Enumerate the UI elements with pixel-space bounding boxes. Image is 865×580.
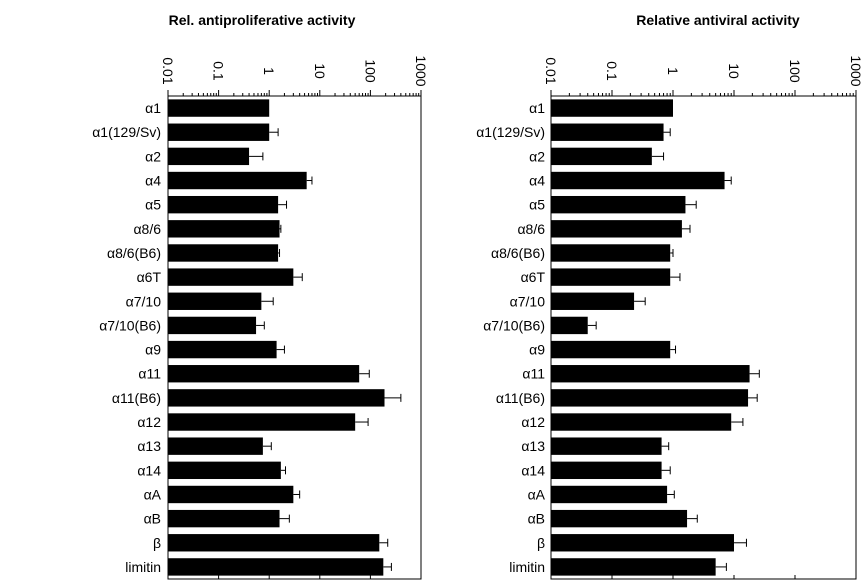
antiproliferative-category-label: αA	[144, 486, 162, 502]
antiviral-category-label: α6T	[521, 269, 546, 285]
antiviral-category-label: α1(129/Sv)	[476, 124, 545, 140]
antiproliferative-chart-title: Rel. antiproliferative activity	[169, 12, 356, 28]
antiviral-category-label: limitin	[509, 559, 545, 575]
antiviral-category-label: αA	[528, 486, 546, 502]
antiproliferative-category-label: α2	[145, 148, 161, 164]
antiproliferative-bar	[168, 437, 263, 455]
antiviral-category-label: α7/10(B6)	[483, 317, 545, 333]
antiviral-tick-label: 1	[665, 67, 681, 75]
antiviral-bar	[551, 389, 749, 407]
antiviral-category-label: α4	[529, 173, 545, 189]
antiviral-bar	[551, 147, 652, 166]
antiviral-category-label: α9	[529, 342, 545, 358]
antiviral-category-label: α7/10	[510, 293, 546, 309]
antiproliferative-category-label: α11	[138, 366, 161, 382]
antiproliferative-bar	[168, 268, 294, 286]
antiviral-bar	[551, 171, 725, 190]
antiproliferative-category-label: α8/6(B6)	[107, 245, 161, 261]
antiproliferative-bar	[168, 461, 281, 480]
antiviral-bar	[551, 268, 671, 286]
antiviral-category-label: α11	[522, 366, 545, 382]
antiproliferative-bar	[168, 340, 277, 359]
antiviral-bar	[551, 340, 671, 359]
antiviral-tick-label: 0.01	[543, 57, 559, 84]
antiviral-bar	[551, 123, 664, 141]
antiviral-bar	[551, 316, 588, 335]
antiviral-category-label: β	[537, 535, 545, 551]
antiviral-category-label: α1	[529, 100, 545, 116]
antiproliferative-tick-label: 0.01	[160, 57, 176, 84]
antiproliferative-bar	[168, 292, 262, 310]
antiviral-bar	[551, 244, 671, 262]
antiviral-category-label: α8/6	[517, 221, 545, 237]
antiproliferative-bar	[168, 365, 360, 383]
antiproliferative-tick-label: 1000	[413, 55, 429, 86]
antiproliferative-plot-frame	[167, 95, 422, 580]
antiviral-bar	[551, 195, 686, 214]
antiviral-bar	[551, 99, 673, 117]
antiviral-category-label: α2	[529, 148, 545, 164]
antiproliferative-bar	[168, 147, 250, 166]
antiproliferative-bar	[168, 220, 280, 238]
antiviral-tick-label: 1000	[848, 55, 864, 86]
antiproliferative-category-label: α8/6	[133, 221, 161, 237]
antiproliferative-category-label: α7/10	[126, 293, 162, 309]
antiviral-bar	[551, 558, 716, 576]
antiviral-bar	[551, 461, 662, 480]
antiproliferative-bar	[168, 485, 294, 504]
antiviral-category-label: α5	[529, 197, 545, 213]
antiproliferative-category-label: α9	[145, 342, 161, 358]
antiviral-bar	[551, 365, 750, 383]
antiproliferative-category-label: α13	[137, 438, 161, 454]
antiproliferative-category-label: α7/10(B6)	[99, 317, 161, 333]
antiviral-category-label: α12	[521, 414, 545, 430]
antiproliferative-bar	[168, 244, 279, 262]
antiviral-bar	[551, 437, 662, 455]
antiproliferative-category-label: α6T	[137, 269, 162, 285]
antiviral-category-label: α8/6(B6)	[491, 245, 545, 261]
antiviral-tick-label: 0.1	[604, 61, 620, 81]
antiviral-tick-label: 10	[726, 63, 742, 79]
antiviral-bar	[551, 485, 668, 504]
antiviral-bar	[551, 292, 635, 310]
antiproliferative-category-label: limitin	[125, 559, 161, 575]
antiproliferative-bar	[168, 316, 257, 335]
antiviral-bar	[551, 509, 688, 528]
antiproliferative-category-label: α12	[137, 414, 161, 430]
antiproliferative-category-label: α1	[145, 100, 161, 116]
antiproliferative-bar	[168, 389, 385, 407]
antiviral-category-label: α13	[521, 438, 545, 454]
antiproliferative-bar	[168, 534, 380, 552]
antiviral-bar	[551, 413, 732, 431]
antiproliferative-category-label: αB	[144, 511, 161, 527]
antiproliferative-bar	[168, 413, 356, 431]
antiviral-category-label: α14	[521, 462, 545, 478]
antiproliferative-tick-label: 0.1	[211, 61, 227, 81]
antiviral-category-label: α11(B6)	[496, 390, 545, 406]
antiproliferative-bar	[168, 99, 270, 117]
antiviral-plot-frame	[550, 95, 857, 580]
antiproliferative-tick-label: 10	[312, 63, 328, 79]
antiviral-tick-label: 100	[787, 59, 803, 83]
antiproliferative-tick-label: 100	[362, 59, 378, 83]
antiproliferative-bar	[168, 509, 280, 528]
antiproliferative-bar	[168, 558, 384, 576]
antiproliferative-category-label: α1(129/Sv)	[92, 124, 161, 140]
antiviral-category-label: αB	[528, 511, 545, 527]
antiproliferative-category-label: α11(B6)	[112, 390, 161, 406]
antiproliferative-category-label: α5	[145, 197, 161, 213]
antiproliferative-category-label: β	[153, 535, 161, 551]
antiproliferative-bar	[168, 195, 279, 214]
antiproliferative-category-label: α14	[137, 462, 161, 478]
antiviral-bar	[551, 534, 734, 552]
antiviral-chart-title: Relative antiviral activity	[636, 12, 800, 28]
antiproliferative-bar	[168, 123, 270, 141]
antiproliferative-bar	[168, 171, 307, 190]
antiproliferative-tick-label: 1	[261, 67, 277, 75]
antiviral-bar	[551, 220, 682, 238]
antiproliferative-category-label: α4	[145, 173, 161, 189]
